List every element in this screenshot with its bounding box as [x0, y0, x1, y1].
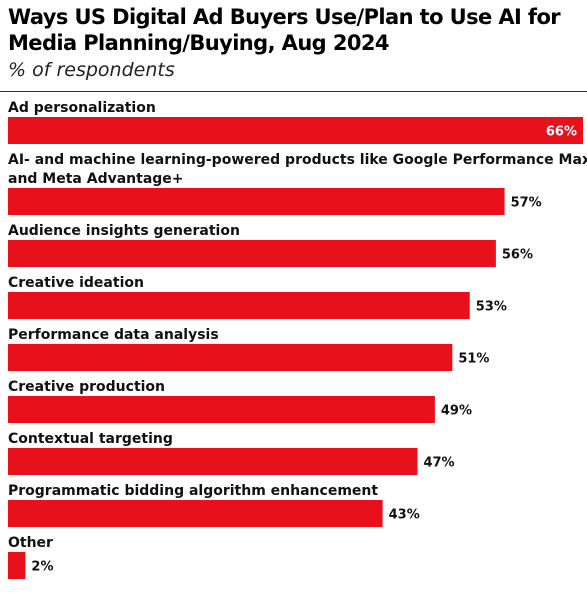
category-label: Performance data analysis — [8, 327, 219, 343]
category-label: Programmatic bidding algorithm enhanceme… — [8, 483, 378, 499]
category-label: Contextual targeting — [8, 431, 173, 447]
value-label: 56% — [502, 248, 533, 263]
bar — [8, 292, 470, 319]
bar — [8, 396, 435, 423]
category-label: AI- and machine learning-powered product… — [8, 152, 587, 187]
category-label: Ad personalization — [8, 100, 156, 116]
category-label: Audience insights generation — [8, 223, 240, 239]
bar — [8, 188, 505, 215]
bar — [8, 240, 496, 267]
value-label: 47% — [423, 456, 454, 471]
value-label: 43% — [389, 508, 420, 523]
value-label: 51% — [458, 352, 489, 367]
value-label: 53% — [476, 300, 507, 315]
chart-title: Ways US Digital Ad Buyers Use/Plan to Us… — [8, 5, 561, 55]
bar — [8, 500, 383, 527]
bar — [8, 552, 26, 579]
title-divider — [0, 91, 587, 92]
bar — [8, 344, 453, 371]
value-label: 66% — [546, 125, 577, 140]
bar — [8, 117, 583, 144]
category-label: Creative production — [8, 379, 165, 395]
category-label: Creative ideation — [8, 275, 144, 291]
bar — [8, 448, 418, 475]
value-label: 2% — [31, 560, 53, 575]
value-label: 57% — [511, 196, 542, 211]
chart-subtitle: % of respondents — [8, 59, 175, 81]
category-label: Other — [8, 535, 53, 551]
value-label: 49% — [441, 404, 472, 419]
